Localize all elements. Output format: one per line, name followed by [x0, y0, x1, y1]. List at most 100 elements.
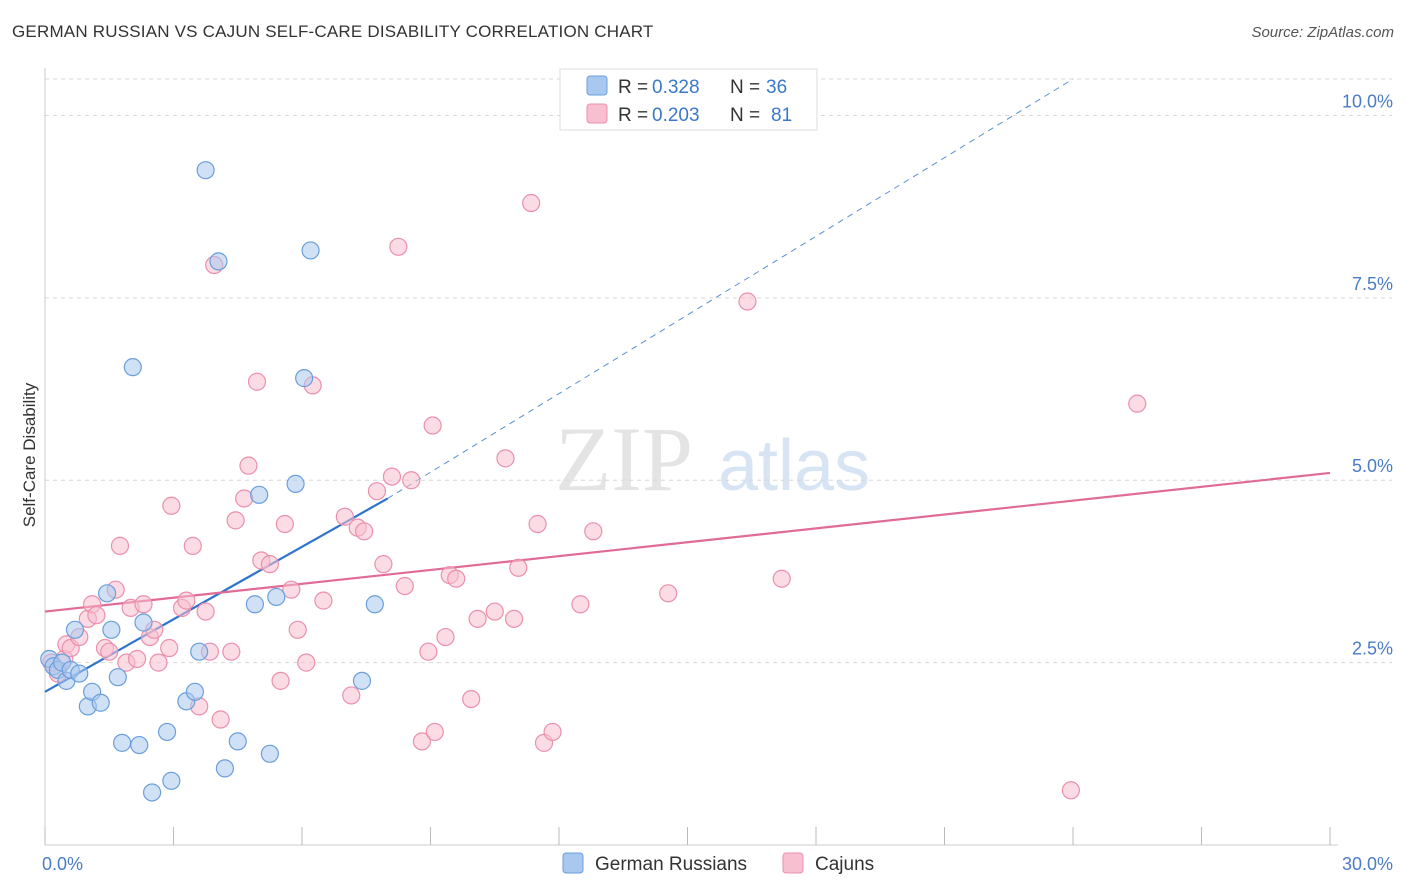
cajun-point: [196, 602, 215, 621]
cajun-point: [584, 522, 603, 541]
cajun-point: [402, 471, 421, 490]
cajun-point: [275, 514, 294, 534]
cajun-point: [419, 642, 438, 661]
german-russian-point: [209, 252, 228, 271]
cajun-point: [447, 569, 466, 588]
german-russian-point: [162, 771, 181, 790]
legend-swatch-german: [586, 75, 608, 96]
german-russian-point: [286, 474, 305, 493]
german-russian-point: [185, 682, 205, 701]
cajun-point: [389, 237, 408, 256]
cajun-point: [367, 482, 387, 501]
cajun-point: [436, 627, 455, 647]
cajun-point: [271, 671, 290, 690]
cajun-point: [149, 653, 168, 672]
german-russian-point: [134, 613, 153, 632]
cajun-point: [342, 686, 361, 705]
german-russian-point: [215, 759, 234, 778]
cajun-point: [211, 710, 230, 729]
cajun-point: [412, 732, 432, 751]
legend-r-label: R =: [618, 105, 648, 126]
cajun-point: [247, 372, 267, 391]
german-russian-point: [157, 722, 177, 742]
legend: R = 0.328 N = 36 R = 0.203 N = 81: [559, 68, 818, 131]
legend-n-label: N =: [730, 105, 760, 126]
cajuns-trend-line: [44, 471, 1331, 613]
german-russian-point: [65, 620, 85, 639]
cajun-point: [162, 496, 181, 515]
cajun-point: [127, 649, 147, 669]
gridlines: [45, 78, 1392, 664]
y-tick-label: 2.5%: [1352, 639, 1393, 659]
german-russian-point: [102, 620, 121, 639]
legend-r-label: R =: [618, 77, 648, 98]
cajun-point: [260, 555, 279, 574]
cajun-point: [772, 569, 791, 588]
cajun-point: [134, 595, 153, 614]
legend-r-value: 0.328: [652, 77, 700, 98]
bottom-legend: German Russians Cajuns: [562, 852, 874, 875]
chart-source: Source: ZipAtlas.com: [1251, 24, 1394, 41]
cajun-point: [496, 449, 515, 468]
cajun-point: [239, 456, 258, 475]
german-russian-point: [365, 595, 384, 614]
trend-lines: [44, 78, 1331, 693]
cajun-point: [528, 514, 547, 534]
watermark-zip: ZIP: [555, 408, 693, 510]
y-axis-label: Self-Care Disability: [20, 382, 39, 527]
watermark-atlas: atlas: [718, 426, 870, 506]
german-russian-point: [250, 485, 269, 504]
cajun-point: [485, 602, 504, 621]
german-russian-point: [295, 369, 314, 388]
german-russian-point: [130, 735, 149, 755]
cajun-point: [222, 642, 241, 661]
cajun-point: [226, 511, 245, 530]
x-tick-label: 0.0%: [42, 854, 83, 874]
german-russian-point: [98, 584, 117, 603]
cajun-point: [462, 689, 481, 709]
x-tick-label: 30.0%: [1342, 854, 1393, 874]
cajun-point: [468, 609, 487, 628]
bottom-legend-swatch-cajun: [782, 852, 804, 874]
cajun-point: [1061, 781, 1080, 800]
cajun-point: [1128, 394, 1147, 413]
german-russian-point: [123, 358, 142, 377]
cajun-point: [314, 591, 333, 610]
german-russian-point: [112, 733, 132, 752]
german-russian-point: [245, 595, 264, 614]
cajun-point: [110, 536, 130, 555]
german-russian-point: [301, 241, 320, 260]
cajun-point: [87, 606, 106, 625]
legend-swatch-cajun: [586, 103, 608, 124]
cajun-point: [522, 193, 541, 213]
legend-r-value: 0.203: [652, 105, 700, 126]
cajun-point: [288, 620, 307, 639]
cajun-point: [355, 522, 374, 541]
cajun-point: [100, 642, 119, 661]
german-russians-trend-extension: [387, 78, 1074, 499]
german-russian-point: [190, 642, 209, 661]
cajun-point: [177, 591, 196, 610]
axes: [44, 68, 1338, 846]
cajun-point: [183, 536, 202, 555]
y-tick-label: 10.0%: [1342, 91, 1393, 111]
bottom-legend-label-cajun: Cajuns: [815, 854, 874, 875]
cajun-point: [335, 507, 354, 526]
german-russian-point: [91, 693, 110, 712]
cajun-point: [425, 722, 444, 742]
cajun-point: [374, 555, 393, 574]
watermark: ZIP atlas: [555, 408, 870, 510]
y-tick-label: 5.0%: [1352, 456, 1393, 476]
tick-labels: 2.5% 5.0% 7.5% 10.0% 0.0% 30.0%: [42, 91, 1393, 874]
cajun-point: [297, 653, 316, 672]
german-russian-point: [196, 161, 215, 180]
bottom-legend-label-german: German Russians: [595, 854, 747, 875]
german-russian-point: [142, 783, 162, 802]
cajun-point: [504, 609, 524, 628]
bottom-legend-swatch-german: [562, 852, 584, 874]
legend-n-value: 81: [771, 105, 792, 126]
german-russian-point: [267, 587, 286, 607]
german-russian-point: [228, 732, 247, 751]
legend-n-value: 36: [766, 77, 787, 98]
cajun-point: [395, 576, 414, 596]
